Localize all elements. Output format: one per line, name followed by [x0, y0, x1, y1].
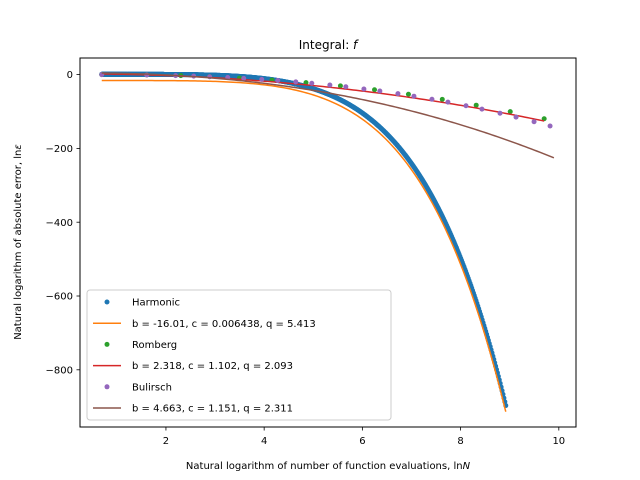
data-point: [463, 103, 469, 109]
legend-entries: Harmonic b = -16.01, c = 0.006438, q = 5.…: [93, 298, 316, 415]
data-point: [303, 80, 309, 86]
legend-label: b = -16.01, c = 0.006438, q = 5.413: [132, 319, 316, 330]
y-tick-label: −800: [46, 365, 73, 376]
data-point: [429, 96, 435, 102]
data-point: [343, 84, 349, 90]
data-point: [361, 86, 367, 92]
y-axis-ticks: 0 −200 −400 −600 −800: [46, 70, 80, 376]
legend-box: [86, 289, 392, 421]
y-tick-label: −400: [46, 218, 73, 229]
axes-frame: [79, 57, 577, 428]
data-point: [473, 102, 479, 108]
y-tick-label: 0: [67, 70, 73, 81]
series-layer: [99, 71, 555, 412]
legend-label: Harmonic: [132, 298, 180, 309]
x-axis-ticks: 2 4 6 8 10: [163, 427, 565, 447]
x-tick-label: 6: [359, 436, 365, 447]
legend: Harmonic b = -16.01, c = 0.006438, q = 5.…: [86, 289, 392, 421]
data-point: [327, 82, 333, 88]
data-point: [275, 77, 281, 83]
x-tick-label: 4: [261, 436, 267, 447]
data-point: [513, 114, 519, 120]
legend-marker-swatch: [104, 299, 110, 305]
data-point: [507, 109, 513, 115]
legend-marker-swatch: [104, 341, 110, 347]
data-point: [309, 80, 315, 86]
y-tick-label: −600: [46, 292, 73, 303]
chart-title: Integral: f: [299, 38, 359, 52]
x-tick-label: 8: [457, 436, 463, 447]
legend-entry: Harmonic: [104, 298, 180, 309]
series-4: [99, 72, 553, 129]
data-point: [547, 123, 553, 129]
data-point: [405, 91, 411, 97]
data-point: [411, 93, 417, 99]
y-axis-label: Natural logarithm of absolute error, lnε: [13, 144, 24, 340]
data-point: [372, 87, 378, 93]
legend-marker-swatch: [104, 384, 110, 390]
data-point: [259, 76, 265, 82]
legend-entry: Romberg: [104, 340, 177, 351]
data-point: [377, 88, 383, 94]
legend-label: Bulirsch: [132, 382, 172, 393]
series-1: [101, 79, 507, 412]
y-tick-label: −200: [46, 144, 73, 155]
plot-area: [79, 57, 577, 428]
legend-entry: b = 4.663, c = 1.151, q = 2.311: [93, 404, 293, 415]
data-point: [531, 119, 537, 125]
x-axis-label: Natural logarithm of number of function …: [186, 461, 471, 472]
series-5: [101, 72, 555, 159]
data-point: [337, 83, 343, 89]
fit-line: [101, 72, 555, 159]
legend-entry: Bulirsch: [104, 382, 172, 393]
data-point: [395, 91, 401, 97]
data-point: [293, 79, 299, 85]
data-point: [479, 106, 485, 112]
legend-label: Romberg: [132, 340, 177, 351]
legend-label: b = 4.663, c = 1.151, q = 2.311: [132, 404, 293, 415]
data-point: [144, 72, 150, 78]
legend-entry: b = 2.318, c = 1.102, q = 2.093: [93, 361, 293, 372]
x-tick-label: 10: [552, 436, 565, 447]
data-point: [241, 75, 247, 81]
fit-line: [101, 79, 507, 412]
data-point: [439, 96, 445, 102]
legend-label: b = 2.318, c = 1.102, q = 2.093: [132, 361, 293, 372]
x-tick-label: 2: [163, 436, 169, 447]
legend-entry: b = -16.01, c = 0.006438, q = 5.413: [93, 319, 316, 330]
data-point: [497, 110, 503, 116]
data-point: [541, 116, 547, 122]
data-point: [445, 99, 451, 105]
